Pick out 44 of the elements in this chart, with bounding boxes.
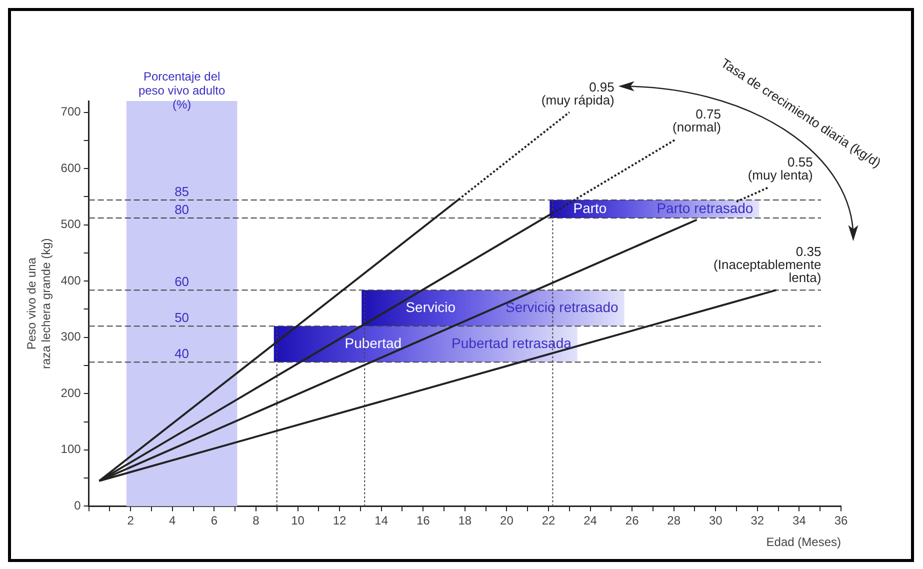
band-label: Porcentaje del peso vivo adulto (%) <box>138 69 226 112</box>
annotation: 80 <box>174 202 190 218</box>
x-tick-label: 10 <box>291 514 305 528</box>
y-tick-label: 0 <box>74 498 82 513</box>
x-tick-label: 20 <box>500 514 514 528</box>
annotation: 85 <box>174 184 190 200</box>
y-tick-label: 100 <box>60 442 82 456</box>
annotation: 50 <box>174 310 190 326</box>
x-tick-label: 28 <box>667 514 681 528</box>
x-tick-label: 34 <box>792 514 806 528</box>
annotation: Servicio retrasado <box>505 298 619 315</box>
x-axis-title: Edad (Meses) <box>766 535 841 550</box>
y-tick-label: 700 <box>60 104 82 119</box>
x-tick-label: 24 <box>584 514 598 528</box>
band-label: Servicio <box>406 298 456 315</box>
annotation: 60 <box>174 274 190 290</box>
x-tick-label: 36 <box>834 514 848 528</box>
x-tick-label: 18 <box>458 514 472 528</box>
series-label: 0.35 (Inaceptablemente lenta) <box>714 244 822 286</box>
x-tick-label: 30 <box>708 514 723 528</box>
x-tick-label: 6 <box>210 514 218 528</box>
x-tick-label: 32 <box>750 514 764 528</box>
annotation: 40 <box>174 346 190 362</box>
x-tick-label: 14 <box>374 514 388 528</box>
annotation: Pubertad retrasada <box>452 334 572 351</box>
series-label: 0.55 (muy lenta) <box>748 154 813 183</box>
x-tick-label: 16 <box>416 514 430 528</box>
band-label: Pubertad <box>344 334 402 351</box>
x-tick-label: 4 <box>169 514 176 528</box>
x-tick-label: 12 <box>332 514 347 528</box>
band-label: Parto <box>573 200 607 216</box>
x-tick-label: 8 <box>252 514 260 528</box>
y-axis-title: Peso vivo de una raza lechera grande (kg) <box>24 238 53 369</box>
x-tick-label: 2 <box>127 514 134 528</box>
y-tick-label: 600 <box>60 160 82 175</box>
annotation: Parto retrasado <box>656 200 754 216</box>
y-tick-label: 200 <box>60 386 82 400</box>
legend-label: 0.95 (muy rápida) <box>541 79 614 108</box>
x-tick-label: 22 <box>542 514 556 528</box>
y-tick-label: 300 <box>60 330 82 344</box>
series-label: 0.75 (normal) <box>672 106 721 134</box>
y-tick-label: 400 <box>60 273 82 288</box>
x-tick-label: 26 <box>625 514 640 528</box>
y-tick-label: 500 <box>60 217 82 232</box>
